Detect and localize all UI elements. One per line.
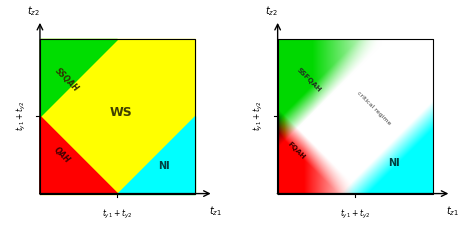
Text: $t_{y1} + t_{y2}$: $t_{y1} + t_{y2}$ xyxy=(252,101,265,131)
Polygon shape xyxy=(118,116,195,194)
Text: $t_{z2}$: $t_{z2}$ xyxy=(265,5,278,18)
Polygon shape xyxy=(40,39,195,193)
Text: FQAH: FQAH xyxy=(286,140,306,160)
Text: SSQAH: SSQAH xyxy=(53,67,80,94)
Text: NI: NI xyxy=(158,161,170,171)
Text: $t_{y1} + t_{y2}$: $t_{y1} + t_{y2}$ xyxy=(102,207,133,221)
Polygon shape xyxy=(40,116,118,194)
Text: NI: NI xyxy=(388,158,400,168)
Text: QAH: QAH xyxy=(52,145,72,165)
Text: $t_{z2}$: $t_{z2}$ xyxy=(27,5,40,18)
Text: critical regime: critical regime xyxy=(356,90,392,126)
Text: WS: WS xyxy=(109,106,132,119)
Text: $t_{z1}$: $t_{z1}$ xyxy=(446,205,459,218)
Text: $t_{y1} + t_{y2}$: $t_{y1} + t_{y2}$ xyxy=(340,207,370,221)
Text: $t_{z1}$: $t_{z1}$ xyxy=(209,205,221,218)
Text: SSFQAH: SSFQAH xyxy=(295,67,322,94)
Polygon shape xyxy=(40,39,118,116)
Text: $t_{y1} + t_{y2}$: $t_{y1} + t_{y2}$ xyxy=(14,101,27,131)
